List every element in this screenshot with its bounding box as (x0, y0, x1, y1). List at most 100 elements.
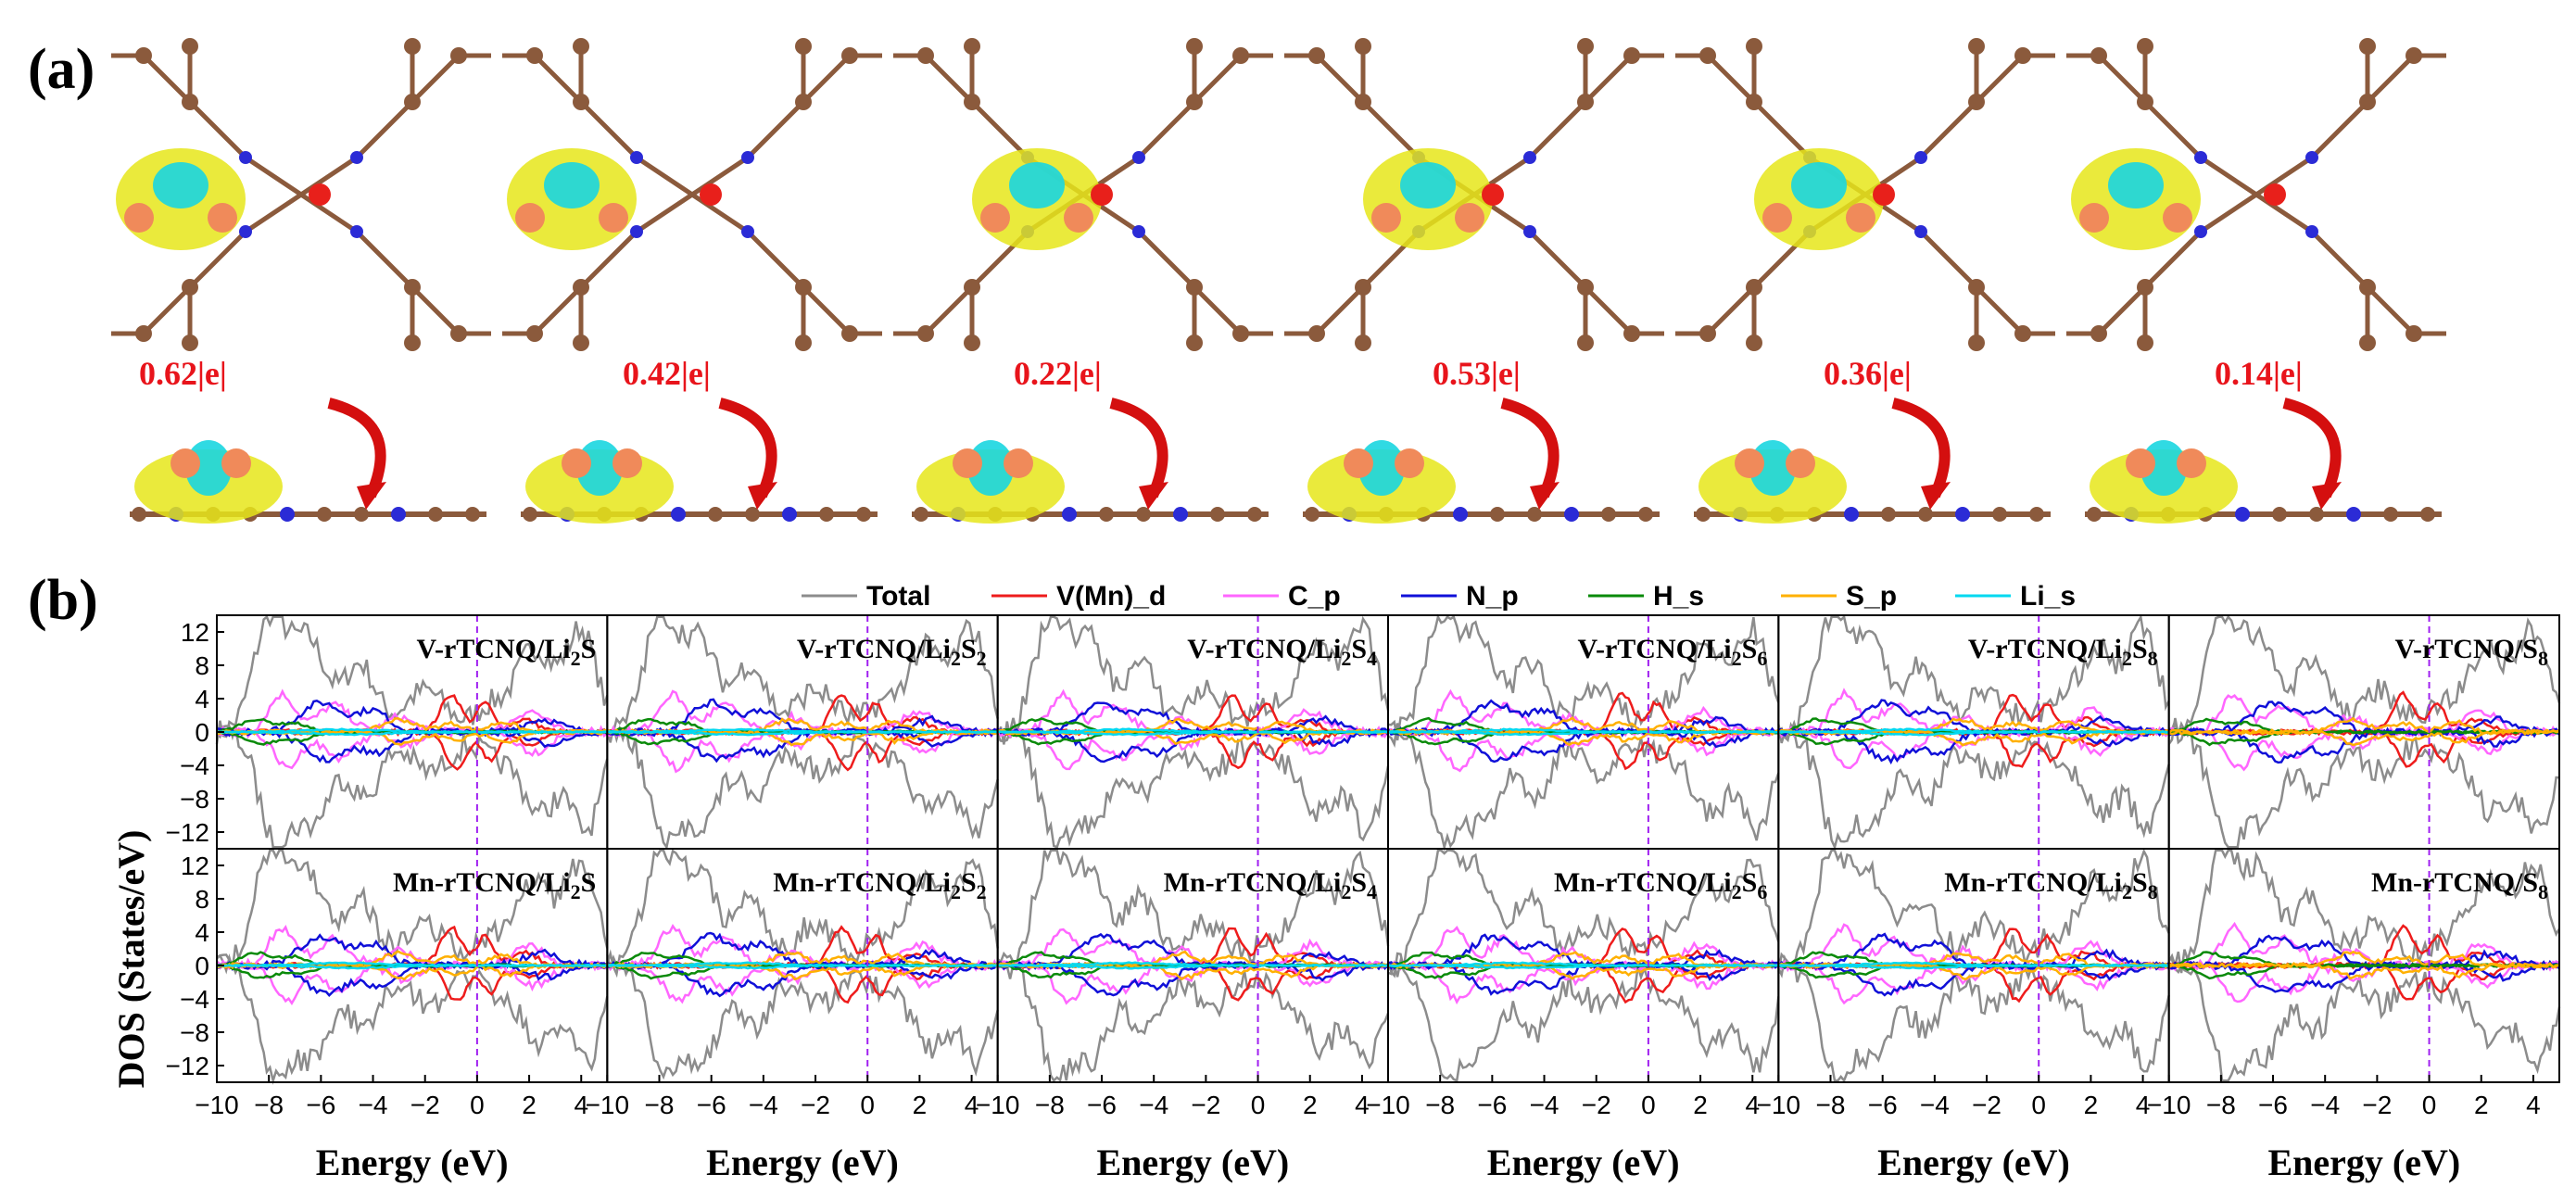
carbon-atom (964, 38, 980, 55)
dos-panel-v-4: V-rTCNQ/Li2S6 (1386, 613, 1780, 852)
dos-curve-total-down (1387, 723, 1780, 852)
carbon-atom (450, 47, 467, 64)
carbon-atom (2137, 38, 2153, 55)
carbon-atom (404, 94, 421, 110)
density-lobe (544, 162, 600, 208)
x-tick-label: −2 (801, 1091, 830, 1119)
bond (635, 192, 694, 234)
charge-transfer-label: 0.62|e| (139, 355, 227, 392)
nitrogen-atom (1132, 151, 1145, 164)
dos-curve-sp-down (2168, 962, 2560, 980)
slab-atom (1305, 507, 1320, 522)
x-tick-label: −6 (697, 1091, 726, 1119)
dos-frame (2167, 848, 2561, 1083)
dos-curve-total-down (216, 953, 609, 1085)
slab-atom (280, 507, 295, 522)
metal-atom (1482, 183, 1504, 206)
dos-curve-lis-down (1777, 964, 2169, 970)
carbon-atom (135, 325, 152, 342)
carbon-atom (1746, 334, 1762, 351)
slab-atom (2346, 507, 2361, 522)
carbon-atom (1186, 94, 1203, 110)
carbon-atom (1355, 38, 1371, 55)
charge-transfer-label: 0.42|e| (623, 355, 711, 392)
nitrogen-atom (350, 151, 363, 164)
carbon-atom (1308, 325, 1325, 342)
x-tick-label: −4 (359, 1091, 388, 1119)
bond (2254, 155, 2314, 197)
charge-transfer-arrow (718, 398, 777, 499)
carbon-atom (1746, 94, 1762, 110)
y-tick-label: 12 (181, 618, 209, 647)
dos-curve-sp-down (2168, 728, 2560, 747)
slab-atom (1601, 507, 1616, 522)
carbon-atom (573, 279, 589, 296)
carbon-atom (841, 325, 858, 342)
carbon-atom (1623, 325, 1640, 342)
carbon-atom (917, 325, 934, 342)
bond (2199, 192, 2258, 234)
carbon-atom (964, 334, 980, 351)
slab-atom (1247, 507, 1262, 522)
dos-curve-cp (216, 688, 609, 738)
x-tick-label: 2 (913, 1091, 928, 1119)
slab-atom (1881, 507, 1896, 522)
dos-curve-np-down (1777, 960, 2170, 997)
legend-entry: C_p (1288, 581, 1341, 612)
x-tick-label: −4 (1530, 1091, 1559, 1119)
x-tick-label: −8 (1035, 1091, 1065, 1119)
slab-atom (1136, 507, 1151, 522)
y-tick-label: −8 (180, 785, 209, 814)
dos-curve-total (1386, 849, 1780, 978)
carbon-atom (182, 38, 198, 55)
bond (244, 155, 303, 197)
x-tick-label: −2 (1582, 1091, 1611, 1119)
carbon-atom (964, 279, 980, 296)
dos-panel-mn-1: Mn-rTCNQ/Li2S 12 8 4 0 −4 −8 −12 −10 −8 −6 −4 −2 0 2 4 E… (166, 848, 609, 1183)
dos-panel-mn-5: Mn-rTCNQ/Li2S8 −10 −8 −6 −4 −2 0 2 4 Energy (eV) (1757, 848, 2170, 1183)
dos-curve-total (215, 614, 609, 745)
x-tick-label: 4 (1355, 1091, 1370, 1119)
legend-entry: S_p (1846, 581, 1897, 612)
x-tick-label: −6 (1087, 1091, 1117, 1119)
dos-curve-cp (216, 924, 609, 971)
carbon-atom (182, 334, 198, 351)
dos-curve-lis-down (1387, 963, 1779, 970)
legend-entry: V(Mn)_d (1056, 581, 1166, 612)
x-tick-label: −2 (1972, 1091, 2001, 1119)
dos-curve-np-down (996, 960, 1389, 997)
structure-3: 0.22|e| (893, 38, 1273, 524)
lithium-atom (612, 448, 642, 478)
y-tick-label: −4 (180, 985, 209, 1014)
y-tick-label: −12 (166, 818, 210, 847)
structure-6: 0.14|e| (2066, 38, 2446, 524)
nitrogen-atom (1132, 225, 1145, 238)
charge-transfer-arrow (327, 398, 386, 499)
slab-atom (2029, 507, 2044, 522)
x-tick-label: 2 (1693, 1091, 1708, 1119)
panel-a-structures: 0.62|e| 0.42|e| 0.22|e| 0.53|e| 0.36|e| 0.14|… (111, 38, 2446, 524)
bond (299, 192, 359, 234)
carbon-atom (1968, 94, 1985, 110)
dos-curve-total (1387, 613, 1780, 741)
arrow-head (1139, 482, 1168, 510)
y-tick-label: 4 (195, 918, 209, 947)
metal-atom (309, 183, 331, 206)
carbon-atom (2137, 279, 2153, 296)
x-tick-label: −8 (1425, 1091, 1455, 1119)
carbon-atom (1968, 334, 1985, 351)
slab-atom (1453, 507, 1468, 522)
dos-curve-total (1777, 848, 2170, 973)
carbon-atom (1699, 325, 1716, 342)
nitrogen-atom (350, 225, 363, 238)
carbon-atom (964, 94, 980, 110)
nitrogen-atom (630, 151, 643, 164)
density-lobe (1400, 162, 1456, 208)
charge-transfer-label: 0.22|e| (1014, 355, 1102, 392)
carbon-atom (1186, 38, 1203, 55)
structure-5: 0.36|e| (1675, 38, 2055, 524)
arrow-head (357, 482, 386, 510)
slab-atom (2383, 507, 2398, 522)
x-tick-label: 4 (574, 1091, 588, 1119)
